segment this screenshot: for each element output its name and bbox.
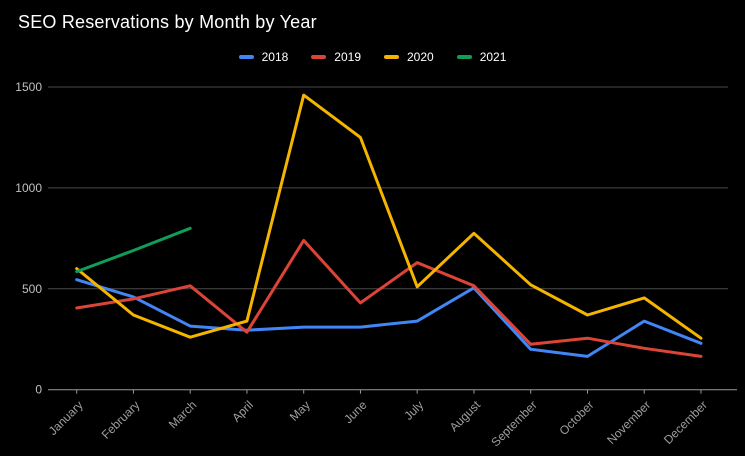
legend-swatch-icon [238,55,254,59]
x-axis-month-label: December [661,398,710,447]
legend-swatch-icon [456,55,472,59]
legend-item-2018[interactable]: 2018 [238,50,289,64]
x-axis-month-label: February [99,398,143,442]
x-axis-month-label: October [556,398,596,438]
x-axis-month-label: August [447,397,484,434]
legend-label: 2019 [334,50,361,64]
y-axis-tick-label: 1500 [15,80,42,94]
x-axis-month-label: May [287,398,313,424]
x-axis-month-label: November [604,398,653,447]
y-axis-tick-label: 1000 [15,181,42,195]
chart-title: SEO Reservations by Month by Year [18,12,317,32]
legend-label: 2021 [479,50,507,64]
x-axis-month-label: September [488,398,539,449]
legend-swatch-icon [311,55,327,59]
x-axis-month-label: July [401,398,426,423]
legend-item-2020[interactable]: 2020 [384,51,434,63]
legend-item-2021[interactable]: 2021 [456,50,507,64]
legend-label: 2018 [261,50,289,64]
series-line-2021[interactable] [75,226,192,274]
series-line-2018[interactable] [75,278,703,358]
x-axis-month-label: January [46,398,86,438]
series-line-2019[interactable] [75,238,703,358]
x-axis-month-label: March [166,398,199,431]
series-line-2020[interactable] [75,93,703,340]
y-axis-tick-label: 500 [22,282,42,296]
legend: 2018 2019 2020 2021 [0,51,745,63]
legend-swatch-icon [384,55,399,59]
legend-item-2019[interactable]: 2019 [311,51,361,63]
legend-label: 2020 [407,50,434,64]
y-axis-tick-label: 0 [35,383,42,397]
x-axis-month-label: April [229,398,256,425]
x-axis-month-label: June [341,398,370,427]
